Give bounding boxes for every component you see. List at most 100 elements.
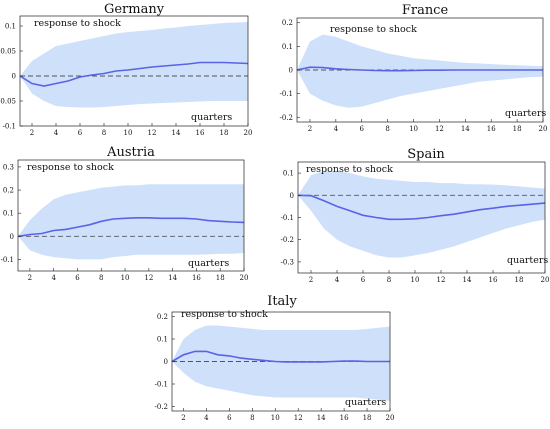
x-tick-label: 20 [386,414,395,422]
x-axis-annotation: quarters [507,255,548,266]
x-tick-label: 4 [204,414,209,422]
y-tick-label: 0.1 [282,43,293,51]
panel-title: Italy [267,294,297,309]
x-tick-label: 18 [220,129,229,137]
x-tick-label: 16 [192,274,201,282]
y-axis-annotation: response to shock [27,162,114,173]
x-tick-label: 12 [148,129,157,137]
y-tick-label: -0.2 [281,236,295,244]
x-tick-label: 8 [102,129,106,137]
panel-title: Spain [407,147,445,162]
panel-austria: 2 4 6 8 10 12 14 16 18 20 -0.1 0 0.1 0.2 0.3 Austria res… [1,145,249,282]
response-line [296,66,543,72]
x-tick-label: 12 [435,125,444,133]
x-tick-label: 6 [78,129,83,137]
y-tick-label: 0.1 [5,23,16,31]
x-tick-label: 18 [216,274,225,282]
confidence-band [298,170,545,258]
x-tick-label: 6 [227,414,232,422]
x-tick-label: 14 [172,129,181,137]
panel-title: Germany [104,2,165,17]
x-tick-label: 20 [240,274,249,282]
x-tick-label: 10 [271,414,280,422]
x-axis-annotation: quarters [191,112,232,123]
y-axis-annotation: response to shock [306,164,393,175]
panel-france: 2 4 6 8 10 12 14 16 18 20 -0.2 -0.1 0 0.1 0.2 France res… [280,3,548,133]
y-tick-label: 0.1 [3,210,14,218]
y-tick-label: -0.2 [155,403,169,411]
x-tick-label: 2 [309,276,313,284]
x-tick-label: 10 [124,129,133,137]
x-tick-label: 14 [463,276,472,284]
x-tick-label: 16 [196,129,205,137]
x-tick-label: 4 [335,276,340,284]
panel-italy: 2 4 6 8 10 12 14 16 18 20 -0.2 -0.1 0 0.1 0.2 Italyresp… [155,294,395,422]
x-tick-label: 16 [489,276,498,284]
plot-frame [19,15,249,127]
x-tick-label: 4 [51,274,56,282]
y-tick-label: 0 [290,192,294,200]
x-tick-label: 12 [437,276,446,284]
panel-spain: 2 4 6 8 10 12 14 16 18 20 -0.3 -0.2 -0.1 0 0.1 Spain res… [281,147,550,284]
x-tick-label: 10 [411,276,420,284]
x-tick-label: 14 [461,125,470,133]
x-tick-label: 20 [541,276,550,284]
x-tick-label: 10 [121,274,130,282]
y-tick-label: -0.2 [280,114,294,122]
y-tick-label: 0.1 [157,336,168,344]
y-tick-label: 0.1 [283,170,294,178]
response-line [17,217,245,238]
x-tick-label: 2 [30,129,34,137]
response-line [297,194,546,221]
y-tick-label: 0.05 [0,48,16,56]
x-tick-label: 20 [244,129,253,137]
y-axis-annotation: response to shock [330,24,417,35]
x-tick-label: 18 [515,276,524,284]
panel-germany: 2 4 6 8 10 12 14 16 18 20 -0.1 -0.05 0 0.05 0.1 Germany… [0,2,252,137]
x-axis-annotation: quarters [188,258,229,269]
x-axis-annotation: quarters [345,397,386,408]
confidence-band [18,184,244,260]
x-tick-label: 14 [168,274,177,282]
y-tick-label: 0.2 [3,187,14,195]
x-tick-label: 6 [361,276,366,284]
x-tick-label: 8 [99,274,103,282]
y-tick-label: 0 [10,233,14,241]
y-tick-label: 0 [289,67,293,75]
x-tick-label: 16 [340,414,349,422]
y-tick-label: -0.05 [0,98,16,106]
y-tick-label: 0.2 [157,313,168,321]
x-axis-annotation: quarters [505,108,546,119]
x-tick-label: 18 [363,414,372,422]
x-tick-label: 20 [539,125,548,133]
y-tick-label: -0.1 [155,381,169,389]
y-tick-label: -0.3 [281,258,295,266]
x-tick-label: 14 [317,414,326,422]
y-tick-label: 0.3 [3,163,14,171]
panel-title: France [402,3,449,18]
x-tick-label: 10 [409,125,418,133]
panel-title: Austria [106,145,155,160]
confidence-band [172,325,390,401]
x-tick-label: 8 [385,125,389,133]
x-tick-label: 8 [387,276,391,284]
x-tick-label: 2 [28,274,32,282]
y-tick-label: -0.1 [1,256,15,264]
x-tick-label: 4 [54,129,59,137]
x-tick-label: 12 [144,274,153,282]
y-tick-label: 0 [164,358,168,366]
response-line [19,61,249,87]
y-tick-label: -0.1 [3,123,17,131]
x-tick-label: 16 [487,125,496,133]
x-tick-label: 6 [360,125,365,133]
x-tick-label: 6 [75,274,80,282]
y-axis-annotation: response to shock [34,18,121,29]
response-line [171,350,390,363]
y-tick-label: -0.1 [281,214,295,222]
y-tick-label: 0 [12,73,16,81]
x-tick-label: 8 [250,414,254,422]
x-tick-label: 12 [294,414,303,422]
y-tick-label: 0.2 [282,19,293,27]
x-tick-label: 2 [308,125,312,133]
